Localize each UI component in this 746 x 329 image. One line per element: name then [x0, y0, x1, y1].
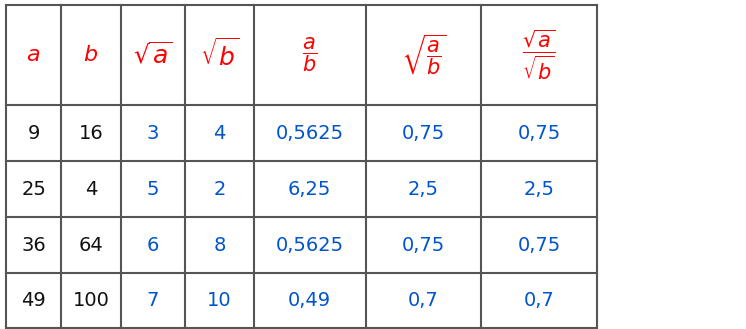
Text: 0,75: 0,75 — [402, 124, 445, 143]
Text: 0,5625: 0,5625 — [275, 236, 344, 255]
Text: 2: 2 — [213, 180, 225, 199]
Text: 0,5625: 0,5625 — [275, 124, 344, 143]
Text: 8: 8 — [213, 236, 225, 255]
Text: 0,75: 0,75 — [518, 236, 560, 255]
Text: 4: 4 — [213, 124, 225, 143]
Text: 6: 6 — [147, 236, 159, 255]
Text: $\sqrt{b}$: $\sqrt{b}$ — [200, 39, 239, 71]
Text: 49: 49 — [21, 291, 46, 310]
Text: 64: 64 — [78, 236, 104, 255]
Text: $\mathit{b}$: $\mathit{b}$ — [84, 45, 98, 65]
Text: 25: 25 — [21, 180, 46, 199]
Text: 36: 36 — [21, 236, 46, 255]
Text: $\dfrac{\sqrt{a}}{\sqrt{b}}$: $\dfrac{\sqrt{a}}{\sqrt{b}}$ — [522, 28, 556, 82]
Text: 100: 100 — [72, 291, 110, 310]
Text: 7: 7 — [147, 291, 159, 310]
Text: 3: 3 — [147, 124, 159, 143]
Text: 4: 4 — [85, 180, 97, 199]
Text: $\mathit{a}$: $\mathit{a}$ — [27, 45, 40, 65]
Text: 0,75: 0,75 — [518, 124, 560, 143]
Text: 6,25: 6,25 — [288, 180, 331, 199]
Text: 10: 10 — [207, 291, 232, 310]
Text: 9: 9 — [28, 124, 40, 143]
Text: 0,7: 0,7 — [408, 291, 439, 310]
Text: 2,5: 2,5 — [524, 180, 554, 199]
Text: $\dfrac{a}{b}$: $\dfrac{a}{b}$ — [302, 36, 317, 74]
Text: 2,5: 2,5 — [408, 180, 439, 199]
Text: 5: 5 — [147, 180, 159, 199]
Text: 16: 16 — [78, 124, 104, 143]
Text: 0,75: 0,75 — [402, 236, 445, 255]
Text: 0,7: 0,7 — [524, 291, 554, 310]
Text: $\sqrt{a}$: $\sqrt{a}$ — [134, 42, 172, 68]
Text: 0,49: 0,49 — [288, 291, 331, 310]
Text: $\sqrt{\dfrac{a}{b}}$: $\sqrt{\dfrac{a}{b}}$ — [401, 33, 446, 77]
